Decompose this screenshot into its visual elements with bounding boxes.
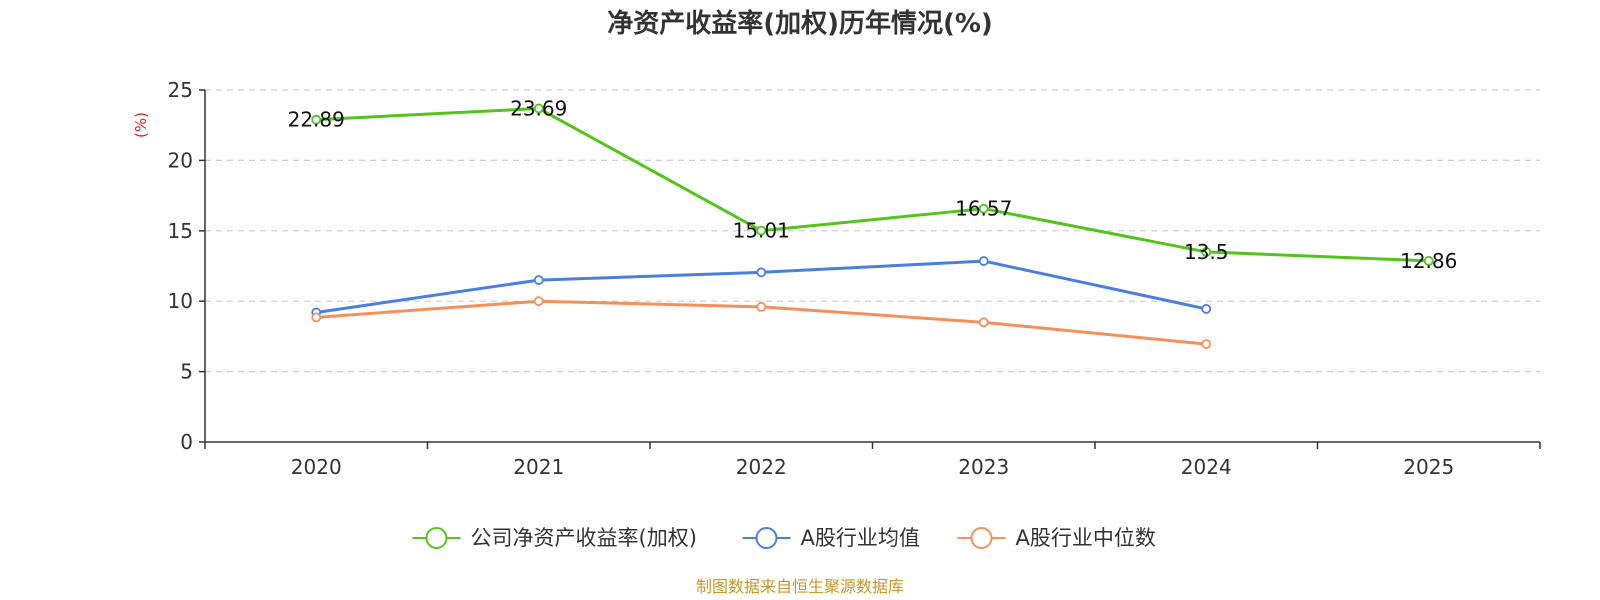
legend: 公司净资产收益率(加权) A股行业均值 A股行业中位数: [412, 526, 1156, 550]
point-s0-2023: [978, 203, 989, 214]
point-s0-2021: [533, 103, 544, 114]
data-label-layer: 22.89 23.69 15.01 16.57 13.5 12.86: [288, 96, 1458, 272]
y-tick-label-25: 25: [168, 78, 193, 102]
x-tick-label-2022: 2022: [736, 455, 787, 479]
data-label-2023: 16.57: [955, 197, 1012, 221]
point-s2-2023: [978, 317, 989, 328]
series-line-0: [316, 106, 1429, 263]
data-label-2020: 22.89: [288, 108, 345, 132]
y-tick-label-10: 10: [168, 289, 193, 313]
legend-marker-0: [425, 527, 448, 549]
x-tick-label-2024: 2024: [1181, 455, 1232, 479]
point-s1-2024: [1201, 304, 1212, 314]
data-label-2024: 13.5: [1184, 240, 1229, 264]
legend-item-0: 公司净资产收益率(加权): [412, 526, 697, 550]
legend-marker-1: [755, 527, 778, 549]
source-note: 制图数据来自恒生聚源数据库: [696, 577, 904, 596]
point-s2-2020: [311, 312, 322, 323]
legend-item-1: A股行业均值: [742, 526, 920, 550]
point-s1-2022: [756, 267, 767, 278]
point-s0-2020: [311, 114, 322, 125]
point-s0-2022: [756, 225, 767, 236]
point-s1-2021: [533, 275, 544, 285]
point-s2-2024: [1201, 339, 1212, 350]
series-layer: [311, 103, 1434, 350]
point-s0-2024: [1201, 247, 1212, 257]
point-s0-2025: [1423, 256, 1434, 266]
data-label-2022: 15.01: [733, 219, 790, 243]
grid-layer: [205, 89, 1540, 373]
point-s2-2022: [756, 301, 767, 312]
y-tick-label-5: 5: [180, 360, 193, 384]
point-s2-2021: [533, 296, 544, 307]
x-tick-label-2025: 2025: [1403, 455, 1454, 479]
y-tick-label-0: 0: [180, 430, 193, 454]
y-tick-label-15: 15: [168, 219, 193, 243]
x-tick-label-2023: 2023: [958, 455, 1009, 479]
data-label-2025: 12.86: [1400, 249, 1457, 273]
legend-label-2: A股行业中位数: [1016, 526, 1156, 550]
chart-title: 净资产收益率(加权)历年情况(%): [607, 8, 993, 39]
legend-label-1: A股行业均值: [801, 526, 920, 550]
y-tick-label-20: 20: [168, 148, 193, 172]
x-tick-label-2020: 2020: [291, 455, 342, 479]
y-axis-label: (%): [132, 112, 150, 138]
legend-label-0: 公司净资产收益率(加权): [471, 526, 697, 550]
point-s1-2023: [978, 256, 989, 266]
legend-item-2: A股行业中位数: [957, 526, 1156, 550]
legend-marker-2: [970, 527, 993, 549]
data-label-2021: 23.69: [510, 96, 567, 120]
x-tick-label-2021: 2021: [513, 455, 564, 479]
